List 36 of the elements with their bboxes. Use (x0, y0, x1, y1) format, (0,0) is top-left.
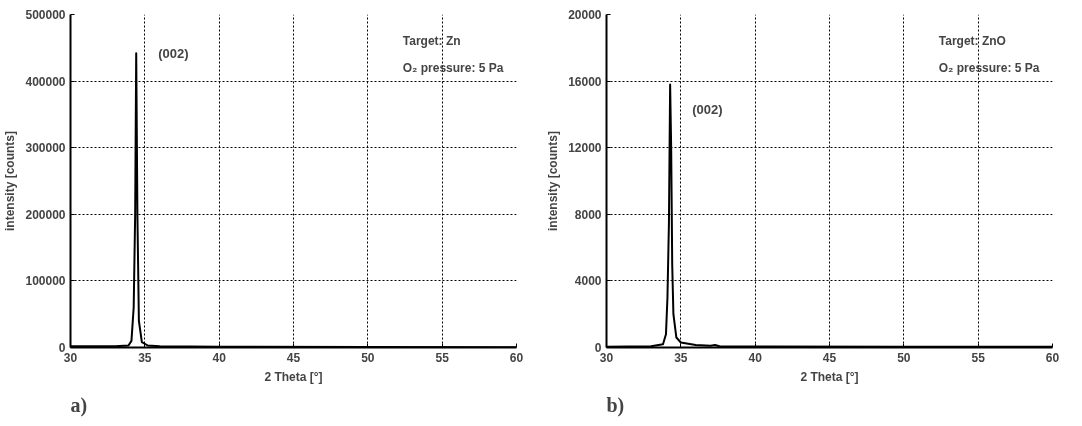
x-tick-label: 40 (748, 350, 763, 365)
y-tick-label: 400000 (25, 74, 66, 89)
text: b) (606, 393, 625, 417)
y-tick-label: 20000 (568, 8, 602, 22)
x-tick-label: 50 (361, 350, 375, 365)
annotation: (002) (692, 101, 723, 117)
x-tick-label: 35 (674, 350, 688, 365)
x-axis-title: 2 Theta [°] (800, 369, 859, 384)
x-tick-label: 55 (435, 350, 450, 365)
annotation: (002) (158, 45, 189, 61)
x-tick-label: 45 (822, 350, 837, 365)
x-tick-label: 60 (509, 350, 524, 365)
x-tick-label: 35 (138, 350, 152, 365)
y-tick-label: 8000 (574, 207, 602, 222)
x-tick-label: 50 (897, 350, 911, 365)
y-tick-label: 4000 (574, 274, 602, 289)
x-tick-label: 60 (1045, 350, 1060, 365)
y-tick-label: 300000 (25, 141, 66, 156)
y-tick-label: 500000 (25, 8, 66, 22)
annotation: Target: ZnO (938, 34, 1006, 49)
x-tick-label: 40 (212, 350, 227, 365)
text: a) (70, 393, 88, 417)
annotation: O₂ pressure: 5 Pa (938, 60, 1040, 75)
x-tick-label: 55 (971, 350, 986, 365)
y-tick-label: 12000 (568, 141, 602, 156)
y-tick-label: 100000 (25, 274, 66, 289)
y-axis-title: intensity [counts] (546, 130, 561, 231)
annotation: Target: Zn (402, 34, 461, 49)
annotation: O₂ pressure: 5 Pa (402, 60, 504, 75)
y-tick-label: 16000 (568, 74, 602, 89)
x-axis-title: 2 Theta [°] (264, 369, 323, 384)
y-tick-label: 0 (594, 341, 602, 355)
x-tick-label: 45 (286, 350, 301, 365)
y-tick-label: 0 (58, 341, 66, 355)
y-axis-title: intensity [counts] (3, 130, 18, 231)
y-tick-label: 200000 (25, 207, 66, 222)
